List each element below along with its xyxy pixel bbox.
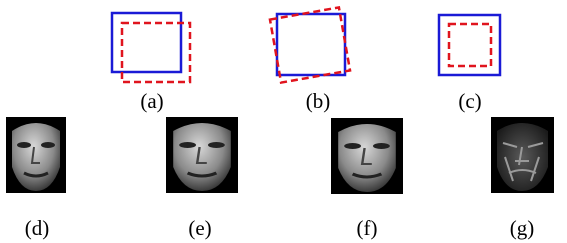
- rotated-box: [270, 7, 350, 82]
- panel-label: (g): [510, 216, 535, 240]
- face-image: [331, 118, 403, 194]
- panel-label: (e): [188, 216, 211, 240]
- panel-label: (b): [306, 89, 331, 113]
- reference-box: [277, 14, 345, 75]
- residual-face-image: [491, 117, 554, 193]
- face-image: [6, 117, 66, 193]
- face-image: [166, 117, 238, 193]
- scaled-box: [449, 24, 491, 66]
- figure: (a) (b) (c) (d) (e) (f) (g): [0, 0, 567, 243]
- panel-label: (c): [458, 89, 481, 113]
- panel-label: (a): [140, 89, 163, 113]
- panel-label: (f): [357, 216, 378, 240]
- panel-label: (d): [25, 216, 50, 240]
